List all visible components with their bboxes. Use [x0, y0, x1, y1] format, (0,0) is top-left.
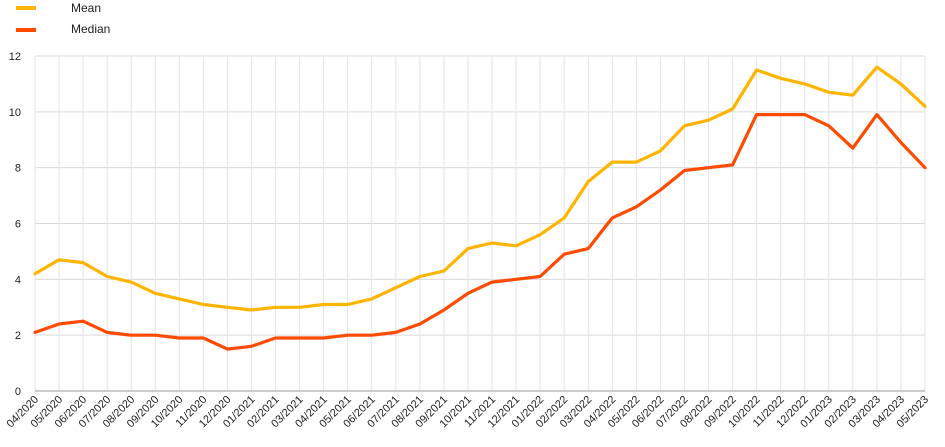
data-point-mean: [827, 91, 830, 94]
data-point-median: [370, 333, 373, 337]
data-point-median: [178, 336, 181, 340]
data-point-mean: [322, 303, 325, 306]
data-point-mean: [346, 303, 349, 306]
data-point-mean: [57, 258, 61, 261]
data-point-mean: [442, 269, 446, 273]
data-point-median: [57, 322, 61, 326]
data-point-median: [827, 124, 830, 127]
data-point-mean: [538, 233, 542, 236]
data-point-median: [322, 336, 325, 340]
y-tick-label: 10: [9, 107, 21, 119]
data-point-mean: [274, 306, 277, 309]
data-point-median: [731, 163, 734, 167]
data-point-mean: [81, 261, 85, 264]
data-point-median: [274, 336, 277, 340]
series-line-median: [33, 112, 927, 351]
data-point-median: [130, 333, 133, 337]
data-point-mean: [875, 65, 879, 69]
data-point-median: [154, 333, 157, 337]
data-point-median: [490, 280, 494, 284]
data-point-mean: [731, 107, 734, 111]
data-point-median: [202, 336, 205, 340]
data-point-mean: [851, 93, 855, 97]
data-point-median: [33, 331, 37, 334]
data-point-median: [875, 113, 879, 116]
y-tick-label: 8: [15, 163, 21, 175]
data-point-median: [538, 275, 542, 278]
data-point-median: [635, 205, 638, 208]
data-point-median: [298, 336, 301, 340]
data-point-median: [226, 347, 229, 351]
data-point-median: [514, 278, 518, 281]
data-point-median: [466, 292, 470, 295]
data-point-mean: [298, 306, 301, 309]
data-point-mean: [370, 297, 373, 301]
gridlines: [34, 55, 926, 392]
legend-label-median: Median: [71, 22, 110, 36]
series-line-mean: [33, 65, 927, 312]
data-point-mean: [587, 180, 590, 183]
data-point-mean: [659, 149, 662, 153]
data-point-median: [659, 188, 662, 192]
data-point-median: [418, 322, 422, 326]
y-axis-ticks: 0 2 4 6 8 10 12: [9, 51, 21, 398]
data-point-median: [707, 166, 710, 169]
data-point-mean: [611, 160, 614, 164]
data-point-mean: [250, 308, 253, 312]
y-tick-label: 4: [15, 274, 21, 286]
y-tick-label: 6: [15, 219, 21, 231]
legend: Mean Median: [16, 1, 110, 36]
data-point-mean: [923, 105, 927, 108]
series-group: [33, 65, 927, 351]
data-point-median: [611, 216, 614, 220]
data-point-mean: [202, 303, 205, 306]
data-point-mean: [418, 275, 422, 278]
data-point-mean: [105, 275, 109, 278]
y-tick-label: 2: [15, 330, 21, 342]
x-axis-ticks: 04/202005/202006/202007/202008/202009/20…: [5, 394, 932, 431]
data-point-mean: [635, 160, 638, 164]
data-point-median: [105, 331, 109, 334]
data-point-median: [899, 141, 903, 144]
data-point-mean: [154, 292, 157, 295]
data-point-mean: [899, 82, 903, 86]
data-point-median: [779, 113, 782, 116]
data-point-median: [81, 320, 85, 323]
y-tick-label: 0: [15, 386, 21, 398]
data-point-mean: [394, 286, 398, 289]
data-point-median: [803, 113, 806, 116]
data-point-median: [442, 308, 446, 312]
data-point-mean: [130, 280, 133, 284]
data-point-median: [851, 146, 855, 150]
data-point-median: [587, 247, 590, 250]
data-point-median: [394, 331, 398, 334]
data-point-mean: [466, 247, 470, 250]
data-point-median: [755, 113, 758, 116]
data-point-median: [346, 333, 349, 337]
data-point-mean: [803, 82, 806, 86]
data-point-mean: [707, 119, 710, 122]
data-point-mean: [226, 306, 229, 309]
data-point-mean: [755, 68, 758, 72]
data-point-median: [562, 253, 566, 256]
data-point-mean: [683, 124, 686, 127]
data-point-median: [923, 166, 927, 169]
data-point-mean: [514, 244, 518, 248]
data-point-mean: [178, 297, 181, 301]
data-point-mean: [490, 241, 494, 245]
data-point-mean: [562, 216, 566, 220]
data-point-mean: [33, 272, 37, 275]
data-point-median: [683, 169, 686, 172]
data-point-mean: [779, 77, 782, 80]
legend-label-mean: Mean: [71, 1, 101, 15]
data-point-median: [250, 345, 253, 348]
y-tick-label: 12: [9, 51, 21, 63]
